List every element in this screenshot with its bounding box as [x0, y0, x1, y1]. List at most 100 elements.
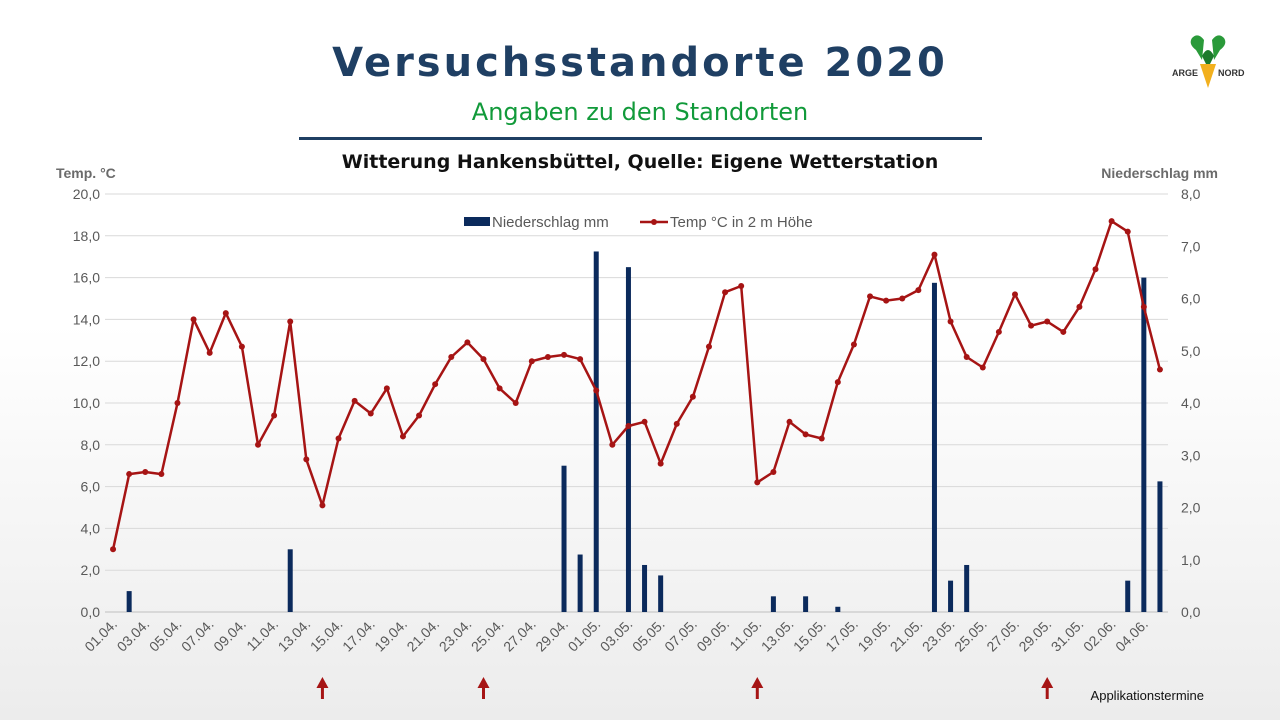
logo-text-right: NORD [1218, 68, 1245, 78]
temperature-point [544, 354, 551, 361]
slide-title: Versuchsstandorte 2020 [332, 40, 948, 86]
x-tick-label: 04.06. [1112, 616, 1151, 655]
temperature-point [1044, 318, 1051, 325]
temperature-point [512, 400, 519, 406]
y-left-tick-label: 2,0 [81, 562, 101, 578]
x-tick-label: 01.04. [81, 616, 120, 655]
application-arrow-head [1041, 677, 1054, 688]
legend-line-label: Temp °C in 2 m Höhe [670, 214, 813, 231]
x-tick-label: 15.04. [307, 616, 346, 655]
x-tick-label: 01.05. [565, 616, 604, 655]
x-tick-label: 03.05. [597, 616, 636, 655]
temperature-point [883, 297, 890, 304]
temperature-point [947, 318, 954, 325]
temperature-point [303, 456, 310, 463]
precipitation-bar [770, 596, 776, 612]
temperature-point [174, 400, 181, 406]
y-left-tick-label: 0,0 [81, 604, 101, 620]
temperature-point [238, 343, 245, 350]
y-right-tick-label: 8,0 [1181, 186, 1201, 202]
temperature-point [641, 418, 648, 425]
y-left-tick-label: 12,0 [73, 353, 100, 369]
precipitation-bar [126, 591, 132, 612]
temperature-point [609, 441, 616, 448]
temperature-point [818, 435, 825, 442]
temperature-point [899, 295, 906, 302]
y-right-tick-label: 1,0 [1181, 552, 1201, 568]
temperature-line [110, 218, 1163, 553]
temperature-point [1011, 291, 1018, 298]
arge-nord-logo: ARGE NORD [1172, 35, 1245, 88]
application-arrow-head [477, 677, 490, 688]
precipitation-bar [642, 564, 648, 612]
temperature-point [496, 385, 503, 392]
temperature-point [963, 354, 970, 361]
precipitation-bar [625, 267, 631, 612]
x-tick-label: 13.05. [758, 616, 797, 655]
legend-bar-label: Niederschlag mm [492, 214, 609, 231]
temperature-point [528, 358, 535, 365]
temperature-point [255, 441, 262, 448]
y-left-tick-label: 10,0 [73, 395, 100, 411]
x-tick-label: 03.04. [114, 616, 153, 655]
temperature-point [1076, 303, 1083, 310]
precipitation-bar [577, 554, 583, 612]
temperature-point [158, 471, 165, 478]
logo-text-left: ARGE [1172, 68, 1198, 78]
x-tick-label: 11.04. [243, 616, 281, 654]
temperature-point [1108, 218, 1115, 225]
temperature-point [1060, 328, 1067, 335]
temperature-point [383, 385, 390, 392]
temperature-point [1140, 303, 1147, 310]
x-tick-label: 29.05. [1015, 616, 1054, 655]
x-tick-label: 11.05. [726, 616, 764, 654]
temperature-point [351, 397, 358, 404]
temperature-point [577, 356, 584, 363]
y-left-tick-label: 20,0 [73, 186, 100, 202]
legend-bar-swatch [464, 217, 490, 226]
legend-line-marker [651, 219, 657, 225]
temperature-point [480, 356, 487, 363]
precipitation-bar [931, 282, 937, 612]
temperature-point [206, 349, 213, 356]
application-arrow-head [316, 677, 329, 688]
x-tick-label: 07.04. [178, 616, 217, 655]
y-right-tick-label: 2,0 [1181, 500, 1201, 516]
x-tick-labels: 01.04.03.04.05.04.07.04.09.04.11.04.13.0… [81, 616, 1151, 655]
precipitation-bar [803, 596, 809, 612]
temperature-point [786, 418, 793, 425]
temperature-point [448, 354, 455, 361]
x-tick-label: 19.04. [371, 616, 410, 655]
y-right-ticks: 0,0 1,0 2,0 3,0 4,0 5,0 6,0 7,0 8,0 [1181, 186, 1201, 620]
temperature-point [399, 433, 406, 440]
precipitation-bars [126, 251, 1163, 612]
temperature-point [931, 251, 938, 258]
x-tick-label: 09.05. [693, 616, 732, 655]
temperature-point [722, 289, 729, 296]
temperature-point [689, 393, 696, 400]
y-left-tick-label: 16,0 [73, 270, 100, 286]
temperature-point [142, 468, 149, 475]
temperature-point [979, 364, 986, 371]
precipitation-bar [287, 549, 293, 612]
x-tick-label: 29.04. [532, 616, 571, 655]
x-tick-label: 07.05. [661, 616, 700, 655]
precipitation-bar [948, 580, 954, 612]
x-tick-label: 09.04. [210, 616, 249, 655]
y-right-axis-label: Niederschlag mm [1101, 165, 1218, 181]
x-tick-label: 27.05. [983, 616, 1022, 655]
x-tick-label: 17.05. [822, 616, 861, 655]
temperature-point [335, 435, 342, 442]
x-tick-label: 27.04. [500, 616, 539, 655]
precipitation-bar [561, 465, 567, 612]
temperature-series-line [111, 219, 1162, 550]
temperature-point [770, 468, 777, 475]
y-right-tick-label: 4,0 [1181, 395, 1201, 411]
x-tick-label: 05.05. [629, 616, 668, 655]
precipitation-bar [658, 575, 664, 612]
application-arrow-head [751, 677, 764, 688]
temperature-point [222, 310, 229, 317]
y-left-axis-label: Temp. °C [56, 165, 116, 181]
precipitation-bar [593, 251, 599, 612]
